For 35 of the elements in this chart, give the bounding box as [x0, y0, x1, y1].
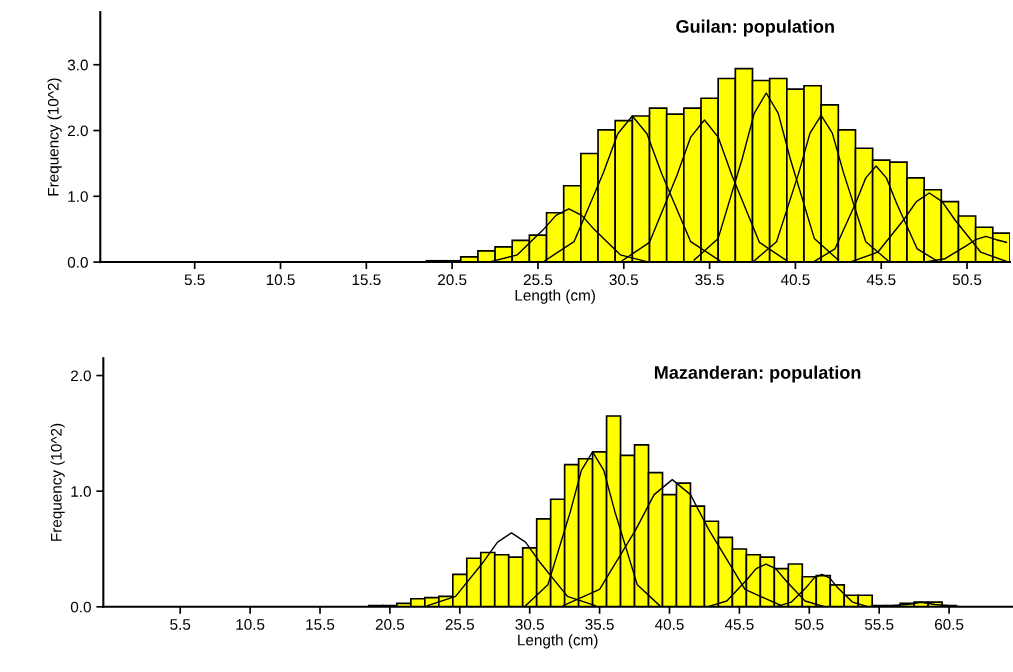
- y-tick-label: 1.0: [68, 191, 88, 202]
- x-tick-label: 15.5: [306, 619, 335, 630]
- x-tick-label: 5.5: [170, 619, 191, 630]
- chart-title: Mazanderan: population: [654, 365, 861, 383]
- y-axis-title: Frequency (10^2): [50, 423, 65, 541]
- x-tick-label: 30.5: [609, 274, 639, 286]
- y-axis-title: Frequency (10^2): [47, 78, 62, 196]
- y-tick-label: 0.0: [67, 256, 88, 268]
- y-tick-label: 1.0: [71, 486, 91, 497]
- x-tick-label: 30.5: [515, 619, 544, 630]
- x-tick-label: 45.5: [866, 274, 896, 286]
- x-tick-label: 40.5: [780, 274, 810, 286]
- x-tick-label: 35.5: [695, 274, 724, 286]
- y-tick-label: 0.0: [70, 601, 91, 613]
- chart-title: Guilan: population: [676, 19, 834, 37]
- x-axis-title: Length (cm): [515, 289, 595, 304]
- y-tick-label: 2.0: [71, 370, 91, 382]
- x-tick-label: 40.5: [654, 619, 684, 630]
- x-tick-label: 25.5: [445, 619, 475, 630]
- x-tick-label: 20.5: [438, 274, 467, 286]
- x-tick-label: 10.5: [236, 619, 265, 630]
- x-tick-label: 35.5: [585, 619, 614, 630]
- x-tick-label: 60.5: [934, 619, 964, 630]
- x-tick-label: 20.5: [375, 619, 405, 630]
- x-tick-label: 15.5: [352, 274, 381, 286]
- x-tick-label: 10.5: [266, 274, 295, 286]
- x-tick-label: 25.5: [523, 274, 553, 286]
- x-tick-label: 50.5: [795, 619, 824, 630]
- x-tick-label: 55.5: [864, 619, 894, 630]
- x-tick-label: 50.5: [952, 274, 982, 286]
- x-axis-title: Length (cm): [518, 634, 598, 649]
- y-tick-label: 2.0: [68, 125, 88, 137]
- y-tick-label: 3.0: [67, 59, 88, 71]
- x-tick-label: 5.5: [184, 274, 205, 286]
- x-tick-label: 45.5: [724, 619, 754, 630]
